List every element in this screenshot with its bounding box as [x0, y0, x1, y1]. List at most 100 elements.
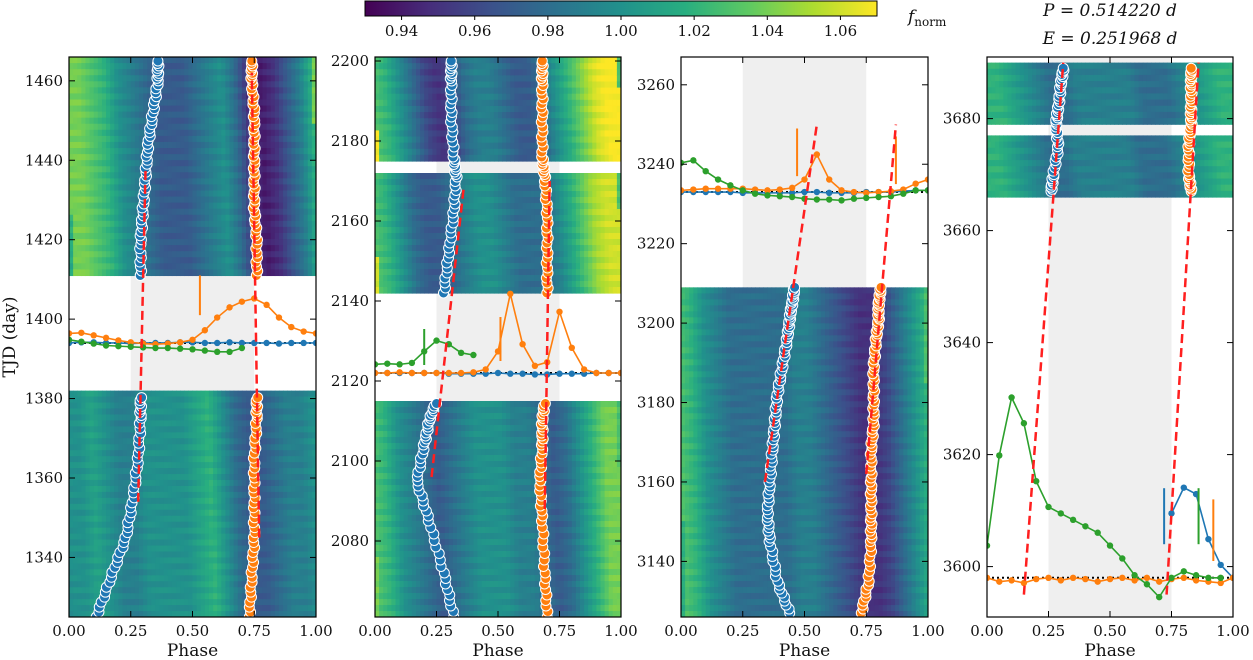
heatmap-cell [171, 444, 177, 451]
heatmap-cell [291, 533, 297, 541]
heatmap-cell [237, 184, 243, 192]
heatmap-cell [77, 148, 82, 155]
heatmap-cell [283, 87, 288, 95]
heatmap-cell [283, 533, 288, 541]
heatmap-cell [307, 123, 313, 131]
heatmap-cell [303, 581, 309, 588]
heatmap-cell [237, 239, 243, 246]
heatmap-cell [299, 408, 305, 416]
heatmap-cell [134, 575, 140, 582]
heatmap-cell [213, 426, 218, 433]
heatmap-cell [73, 148, 78, 155]
heatmap-cell [122, 117, 128, 125]
heatmap-cell [196, 402, 202, 410]
heatmap-cell [122, 509, 128, 517]
heatmap-cell [188, 533, 194, 541]
heatmap-cell [383, 407, 388, 414]
heatmap-cell [93, 208, 99, 216]
heatmap-cell [73, 402, 78, 410]
heatmap-cell [291, 269, 297, 277]
colorbar-ticks: 0.94 0.96 0.98 1.00 1.02 1.04 1.06 [385, 16, 857, 40]
heatmap-cell [375, 611, 380, 617]
heatmap-cell [303, 99, 309, 107]
heatmap-cell [85, 111, 91, 119]
heatmap-cell [270, 581, 276, 588]
heatmap-cell [176, 414, 181, 422]
heatmap-cell [93, 81, 99, 88]
heatmap-cell [270, 545, 276, 553]
heatmap-cell [77, 57, 82, 64]
heatmap-cell [266, 539, 272, 547]
heatmap-cell [217, 593, 222, 600]
heatmap-cell [278, 129, 284, 137]
heatmap-cell [106, 479, 111, 487]
heatmap-cell [307, 69, 313, 76]
heatmap-cell [291, 172, 297, 179]
heatmap-cell [184, 141, 189, 149]
heatmap-cell [200, 420, 206, 427]
heatmap-cell [217, 539, 222, 547]
heatmap-cell [395, 485, 401, 492]
heatmap-cell [225, 141, 231, 149]
heatmap-cell [93, 396, 99, 404]
heatmap-cell [266, 69, 272, 76]
heatmap-cell [291, 414, 297, 422]
heatmap-cell [122, 557, 128, 564]
heatmap-cell [176, 75, 181, 82]
heatmap-cell [184, 135, 189, 143]
heatmap-cell [118, 515, 124, 523]
heatmap-cell [147, 190, 152, 198]
heatmap-cell [278, 462, 284, 469]
heatmap-cell [188, 396, 194, 404]
heatmap-cell [311, 414, 316, 422]
heatmap-cell [208, 497, 214, 505]
heatmap-cell [122, 402, 128, 410]
heatmap-cell [299, 178, 305, 186]
heatmap-cell [307, 269, 313, 277]
heatmap-cell [237, 75, 243, 82]
heatmap-cell [225, 129, 231, 137]
heatmap-cell [110, 129, 115, 137]
heatmap-cell [85, 402, 91, 410]
heatmap-cell [69, 414, 74, 422]
heatmap-cell [258, 196, 264, 204]
heatmap-cell [163, 160, 169, 167]
heatmap-cell [171, 148, 177, 155]
light-curve-point [189, 336, 196, 343]
heatmap-cell [101, 105, 107, 113]
heatmap-cell [266, 202, 272, 210]
heatmap-cell [77, 245, 82, 252]
heatmap-cell [225, 166, 231, 173]
heatmap-cell [118, 196, 124, 204]
heatmap-cell [101, 450, 107, 457]
heatmap-cell [110, 396, 115, 404]
heatmap-cell [221, 160, 227, 167]
heatmap-cell [213, 105, 218, 113]
heatmap-cell [266, 420, 272, 427]
heatmap-cell [221, 533, 227, 541]
heatmap-cell [258, 81, 264, 88]
heatmap-cell [126, 239, 132, 246]
heatmap-cell [391, 593, 397, 600]
heatmap-cell [311, 172, 316, 179]
heatmap-cell [311, 503, 316, 511]
heatmap-cell [143, 456, 148, 463]
heatmap-cell [155, 426, 161, 433]
heatmap-cell [130, 263, 136, 270]
heatmap-cell [77, 402, 82, 410]
heatmap-cell [122, 450, 128, 457]
heatmap-cell [241, 105, 247, 113]
heatmap-cell [221, 438, 227, 445]
heatmap-cell [295, 117, 301, 125]
heatmap-cell [101, 99, 107, 107]
heatmap-cell [126, 202, 132, 210]
heatmap-cell [69, 178, 74, 186]
heatmap-cell [159, 257, 165, 264]
heatmap-cell [93, 239, 99, 246]
heatmap-cell [114, 172, 119, 179]
heatmap-cell [163, 232, 169, 240]
heatmap-cell [395, 401, 401, 408]
heatmap-cell [387, 563, 392, 570]
light-curve-green [69, 336, 246, 356]
heatmap-cell [391, 539, 397, 546]
